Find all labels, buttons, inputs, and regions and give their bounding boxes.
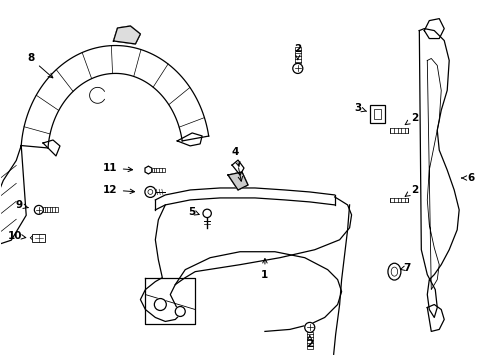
Text: 7: 7 (400, 263, 411, 273)
Text: 2: 2 (294, 44, 301, 59)
Circle shape (305, 323, 315, 332)
Polygon shape (307, 332, 313, 348)
Circle shape (293, 63, 303, 73)
Text: 2: 2 (405, 185, 418, 196)
Polygon shape (228, 172, 248, 190)
Text: 5: 5 (189, 207, 199, 217)
Circle shape (34, 206, 43, 214)
Text: 2: 2 (405, 113, 418, 125)
Polygon shape (391, 128, 408, 132)
Polygon shape (295, 47, 300, 63)
Polygon shape (43, 207, 58, 212)
Text: 10: 10 (8, 231, 26, 241)
Circle shape (154, 298, 166, 310)
Text: 3: 3 (354, 103, 367, 113)
Text: 11: 11 (103, 163, 133, 173)
Text: 9: 9 (15, 200, 28, 210)
Bar (369, 105, 386, 123)
Text: 1: 1 (261, 258, 269, 280)
Polygon shape (32, 234, 45, 242)
Circle shape (145, 186, 156, 197)
Ellipse shape (388, 263, 401, 280)
Circle shape (203, 209, 211, 217)
Bar (373, 109, 382, 119)
Text: 8: 8 (27, 54, 53, 78)
Text: 2: 2 (306, 336, 314, 349)
Polygon shape (152, 168, 165, 172)
Text: 6: 6 (462, 173, 475, 183)
Ellipse shape (391, 267, 398, 276)
Text: 12: 12 (103, 185, 135, 195)
Circle shape (175, 306, 185, 316)
Polygon shape (114, 26, 141, 44)
Polygon shape (391, 198, 408, 202)
Text: 4: 4 (231, 147, 240, 166)
